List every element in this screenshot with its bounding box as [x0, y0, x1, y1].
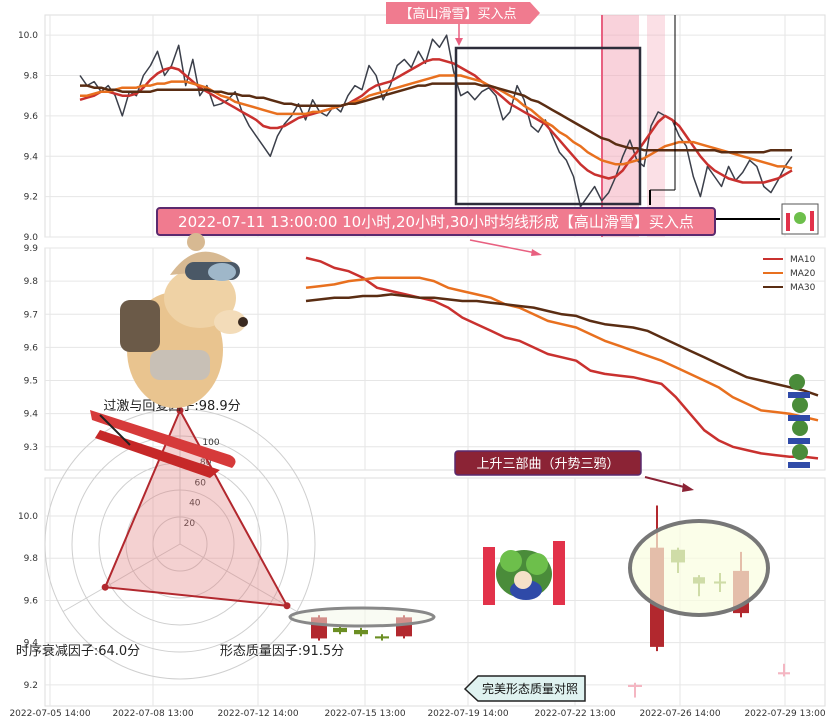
x-tick-label: 2022-07-12 14:00 [217, 709, 298, 719]
radar-axis [62, 543, 181, 612]
y-tick-label: 9.2 [24, 681, 38, 691]
ma-series-ma30 [305, 293, 819, 397]
signal-banner: 2022-07-11 13:00:00 10小时,20小时,30小时均线形成【高… [156, 207, 716, 236]
y-tick-label: 10.0 [18, 512, 38, 522]
price-series-ma20 [80, 74, 793, 170]
banner-arrow [469, 239, 537, 254]
legend-ma30: MA30 [790, 283, 816, 293]
radar-ring-label: 80 [200, 458, 212, 468]
ma-series-ma20 [305, 276, 819, 422]
pattern-panel [44, 477, 826, 707]
y-tick-label: 9.3 [24, 443, 38, 453]
price-series-price [79, 34, 793, 208]
pattern-oval [628, 519, 770, 617]
y-tick-label: 9.6 [24, 596, 39, 606]
radar-ring-label: 20 [184, 519, 196, 529]
radar-point [283, 602, 291, 610]
radar-area [103, 408, 289, 607]
legend-ma10: MA10 [790, 255, 816, 265]
pattern-arrow [644, 476, 689, 489]
pattern-tag-label: 上升三部曲（升势三鸦） [476, 456, 619, 472]
mario-illustration-small [788, 374, 810, 468]
radar-ring-label: 60 [194, 478, 206, 488]
x-tick-label: 2022-07-05 14:00 [9, 709, 90, 719]
y-tick-label: 9.6 [24, 343, 39, 353]
x-tick-label: 2022-07-08 13:00 [112, 709, 193, 719]
x-tick-label: 2022-07-15 13:00 [324, 709, 405, 719]
y-tick-label: 9.7 [24, 310, 38, 320]
buy-tag-arrowhead [455, 38, 463, 46]
radar-factor-label: 时序衰减因子:64.0分 [16, 643, 140, 659]
price-series-ma10 [79, 58, 793, 184]
candle-body [354, 630, 368, 635]
ma-series-ma10 [305, 256, 819, 460]
y-tick-label: 9.4 [24, 639, 39, 649]
radar-point [101, 583, 109, 591]
skier-dog-illustration [90, 233, 248, 478]
y-tick-label: 10.0 [18, 31, 38, 41]
x-tick-label: 2022-07-19 14:00 [427, 709, 508, 719]
compare-tag: 完美形态质量对照 [463, 675, 586, 702]
buy-tag: 【高山滑雪】买入点 [386, 2, 540, 24]
buy-tag-label: 【高山滑雪】买入点 [399, 6, 516, 22]
pattern-arrowhead [682, 483, 694, 492]
pattern-thumbnail [781, 203, 819, 235]
y-tick-label: 9.2 [24, 193, 38, 203]
y-tick-label: 9.8 [24, 554, 39, 564]
candle-body [628, 684, 642, 687]
banner-arrowhead [531, 249, 542, 256]
y-tick-label: 9.6 [24, 112, 39, 122]
radar-point [176, 406, 184, 414]
radar-axis [179, 543, 298, 612]
legend-ma20: MA20 [790, 269, 816, 279]
radar-chart: 20406080100过激与回复因子:98.9分形态质量因子:91.5分时序衰减… [16, 399, 344, 680]
x-tick-label: 2022-07-22 13:00 [534, 709, 615, 719]
candle-body [333, 627, 347, 633]
radar-ring-label: 40 [189, 499, 201, 509]
compare-tag-label: 完美形态质量对照 [482, 681, 578, 696]
radar-factor-label: 形态质量因子:91.5分 [220, 644, 344, 659]
mario-illustration [483, 541, 565, 605]
compare-oval [288, 606, 436, 628]
signal-band [602, 15, 639, 237]
y-tick-label: 9.4 [24, 152, 39, 162]
pattern-box [454, 46, 642, 206]
y-tick-label: 9.0 [24, 233, 39, 243]
candle-body [778, 672, 790, 675]
y-tick-label: 9.8 [24, 72, 39, 82]
y-tick-label: 9.5 [24, 377, 38, 387]
price-series-ma30 [80, 82, 792, 154]
signal-banner-label: 2022-07-11 13:00:00 10小时,20小时,30小时均线形成【高… [178, 213, 694, 231]
y-tick-label: 9.8 [24, 277, 39, 287]
ma-legend: MA10 MA20 MA30 [763, 255, 816, 293]
pattern-tag: 上升三部曲（升势三鸦） [454, 450, 642, 476]
x-tick-label: 2022-07-26 14:00 [639, 709, 720, 719]
candle-body [375, 636, 389, 639]
price-panel [44, 14, 826, 238]
y-tick-label: 9.9 [24, 244, 39, 254]
x-tick-label: 2022-07-29 13:00 [744, 709, 825, 719]
y-tick-label: 9.4 [24, 410, 39, 420]
radar-ring-label: 100 [202, 438, 219, 448]
